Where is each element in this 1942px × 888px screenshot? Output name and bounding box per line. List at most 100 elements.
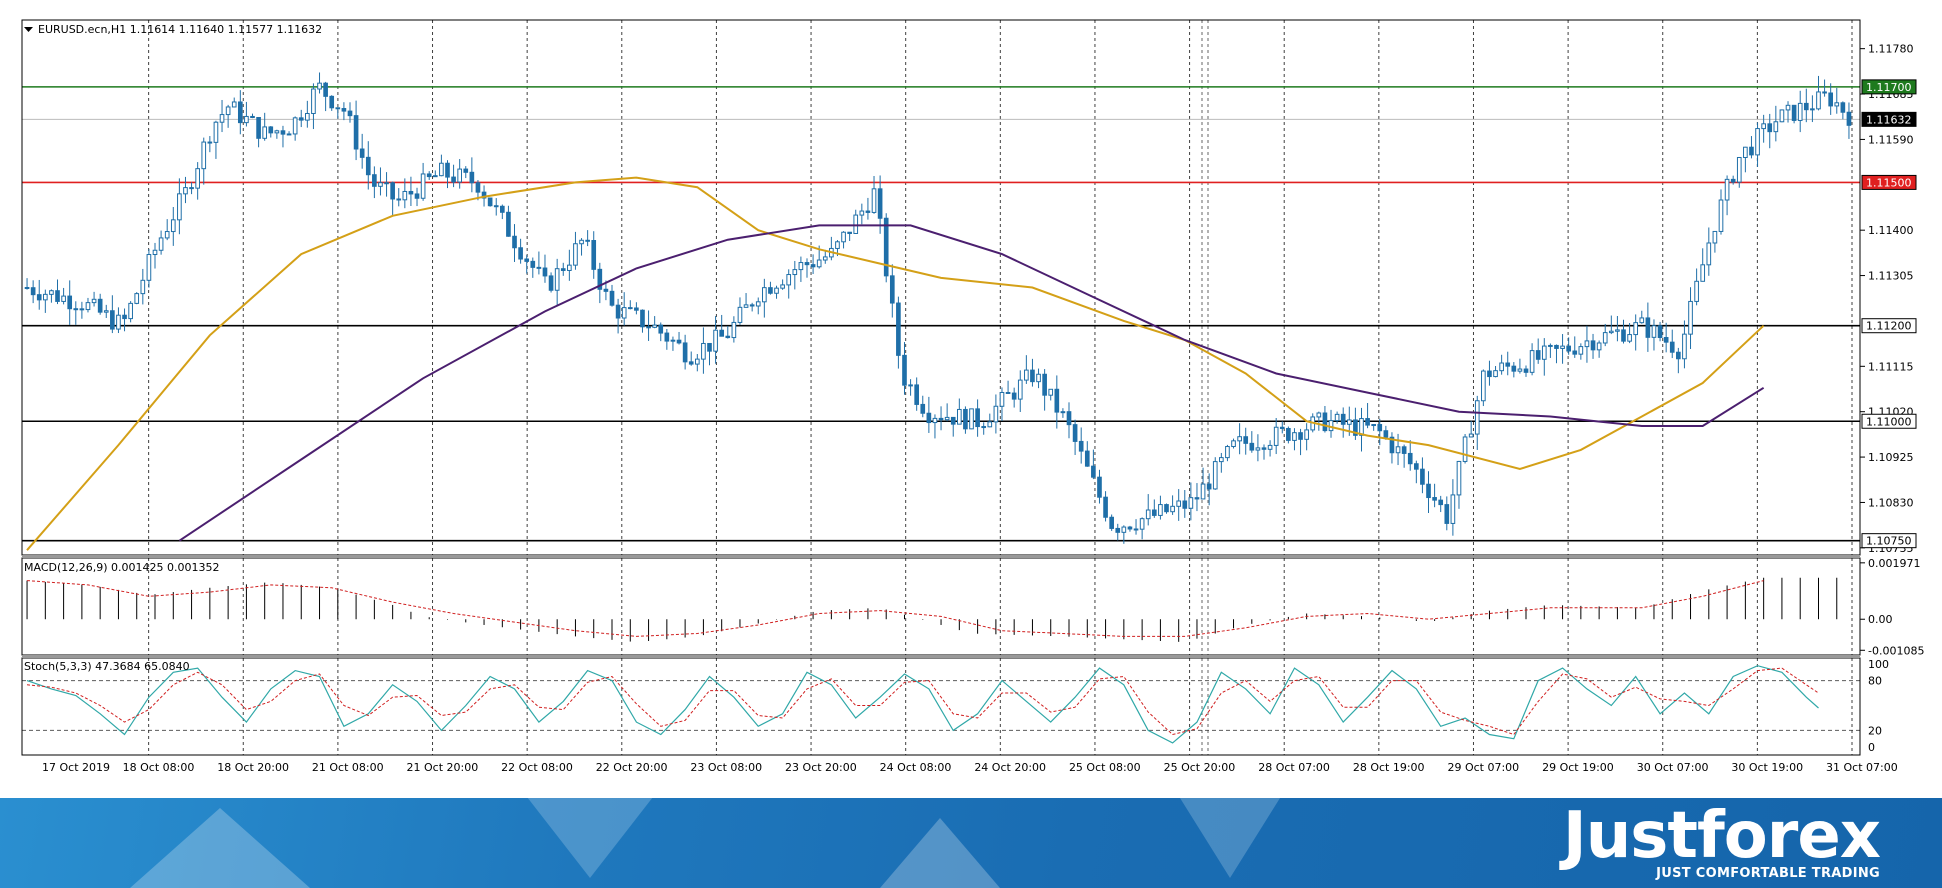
candle-body — [280, 130, 286, 135]
candle-body — [914, 384, 920, 405]
candle-body — [1749, 146, 1754, 156]
candle-body — [487, 197, 493, 207]
level-tag — [1861, 413, 1917, 429]
candle-body — [1810, 108, 1815, 111]
candle-body — [920, 403, 926, 414]
candle-body — [1231, 440, 1236, 448]
candle-body — [938, 417, 944, 421]
candle-body — [1657, 325, 1663, 339]
candle-body — [1048, 388, 1054, 396]
candle-body — [475, 182, 481, 193]
candle-body — [554, 268, 560, 291]
level-tag-label: 1.11000 — [1866, 415, 1912, 428]
symbol-header: EURUSD.ecn,H1 1.11614 1.11640 1.11577 1.… — [38, 23, 322, 36]
candle-body — [1487, 370, 1492, 378]
stoch-label: Stoch(5,3,3) 47.3684 65.0840 — [24, 660, 190, 673]
candle-body — [774, 287, 779, 294]
candle-body — [591, 240, 597, 270]
candle-body — [1267, 444, 1273, 450]
candle-body — [1340, 413, 1346, 425]
candle-body — [792, 269, 798, 276]
candle-body — [207, 141, 213, 144]
trading-chart[interactable]: 17 Oct 2019 18 Oct 08:00 18 Oct 20:00 21 Oc… — [0, 0, 1942, 800]
time-tick-label: 30 Oct 19:00 — [1731, 761, 1803, 774]
candle-body — [682, 342, 688, 363]
candle-body — [963, 408, 968, 430]
candle-body — [55, 290, 60, 302]
candle-body — [329, 95, 335, 109]
candle-body — [323, 82, 328, 97]
candle-body — [1517, 368, 1523, 372]
candle-body — [493, 205, 499, 208]
candle-body — [1846, 111, 1852, 126]
candle-body — [707, 342, 712, 352]
candle-body — [201, 141, 207, 170]
candle-body — [1066, 411, 1072, 426]
candle-body — [1084, 450, 1090, 467]
brand-tagline: JUST COMFORTABLE TRADING — [1656, 866, 1880, 881]
price-tags: 1.11700 1.11632 1.11500 1.11200 1.11000 1.107… — [1861, 79, 1917, 549]
candle-body — [250, 115, 255, 119]
candle-body — [1133, 528, 1139, 531]
candle-body — [335, 107, 341, 110]
candle-body — [1548, 344, 1553, 347]
candle-body — [378, 182, 383, 187]
candle-body — [359, 148, 365, 158]
candle-body — [865, 210, 871, 213]
candle-body — [1462, 436, 1468, 462]
candle-body — [1292, 432, 1297, 441]
candle-body — [49, 290, 54, 295]
candle-body — [347, 110, 353, 117]
panel-separator — [22, 555, 1860, 558]
level-tag — [1861, 318, 1917, 334]
candle-body — [1109, 516, 1114, 529]
candle-body — [1590, 340, 1596, 351]
price-tick-label: 1.10830 — [1868, 496, 1914, 509]
stoch-tick-label: 0 — [1868, 741, 1875, 754]
candle-body — [1255, 447, 1261, 451]
candle-body — [1450, 494, 1456, 524]
candle-body — [317, 82, 322, 90]
candle-body — [1212, 461, 1218, 490]
candle-body — [1615, 329, 1620, 332]
candle-body — [1145, 509, 1151, 520]
candle-body — [859, 210, 865, 216]
candle-body — [1803, 102, 1809, 111]
candle-body — [889, 275, 895, 304]
candle-body — [1121, 526, 1127, 533]
candle-body — [1176, 500, 1182, 507]
candle-body — [1676, 351, 1681, 360]
candle-body — [676, 339, 682, 344]
candle-body — [908, 384, 913, 387]
candle-body — [1736, 156, 1742, 183]
candle-body — [1828, 92, 1834, 107]
dropdown-triangle-icon[interactable] — [24, 27, 33, 32]
candle-body — [1164, 504, 1169, 513]
candle-body — [902, 354, 907, 386]
candle-body — [170, 219, 176, 233]
moving-averages — [26, 176, 1765, 551]
candle-body — [1359, 418, 1364, 436]
candle-body — [42, 293, 48, 301]
candle-body — [987, 421, 993, 428]
candle-body — [1444, 504, 1450, 524]
candle-body — [219, 114, 225, 123]
candle-body — [1755, 128, 1760, 156]
candle-body — [743, 304, 749, 308]
panel-frame — [21, 657, 1861, 756]
candle-body — [1054, 388, 1060, 413]
candle-body — [1389, 436, 1395, 454]
candle-body — [621, 307, 627, 319]
candle-body — [1797, 102, 1803, 121]
candle-body — [877, 188, 883, 219]
candle-body — [1822, 91, 1827, 94]
candle-body — [1499, 362, 1504, 372]
candle-body — [499, 205, 505, 213]
candle-body — [762, 287, 767, 303]
candle-body — [402, 190, 408, 201]
candle-body — [183, 187, 188, 195]
candle-body — [670, 339, 676, 342]
candle-body — [1261, 447, 1267, 450]
moving-average-line — [178, 224, 1765, 542]
candle-body — [432, 175, 438, 178]
